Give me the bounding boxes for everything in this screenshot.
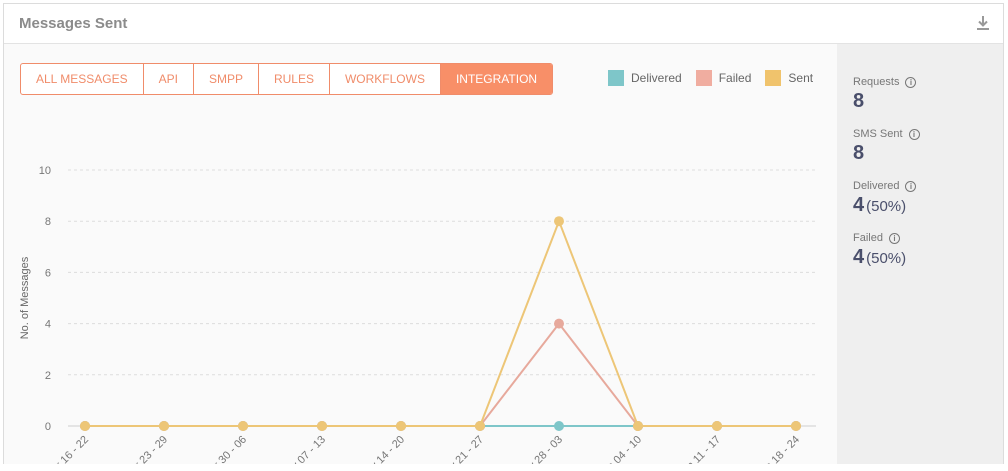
y-tick-label: 4 <box>45 319 51 331</box>
chart-legend: Delivered Failed Sent <box>608 70 813 86</box>
data-point-sent <box>80 421 90 431</box>
data-point-sent <box>238 421 248 431</box>
data-point-sent <box>554 216 564 227</box>
data-point-failed <box>554 318 564 329</box>
x-tick-label: Jun 18 - 24 <box>755 434 802 464</box>
stats-panel <box>837 44 1003 464</box>
data-point-sent <box>159 421 169 431</box>
stat-failed-label: Failed <box>853 232 883 244</box>
tab-api[interactable]: API <box>144 64 194 94</box>
stat-requests-value: 8 <box>853 90 865 112</box>
x-tick-label: Apr 16 - 22 <box>44 434 91 464</box>
x-tick-label: May 28 - 03 <box>516 434 566 464</box>
tab-all-messages[interactable]: ALL MESSAGES <box>21 64 144 94</box>
y-tick-label: 10 <box>39 165 51 177</box>
download-icon[interactable] <box>975 14 991 32</box>
data-point-sent <box>791 421 801 431</box>
stat-failed-percent: (50%) <box>866 250 907 267</box>
legend-swatch-failed <box>695 70 712 86</box>
legend-label-sent: Sent <box>788 71 814 85</box>
legend-label-delivered: Delivered <box>631 71 682 85</box>
x-tick-label: May 07 - 13 <box>279 434 329 464</box>
data-point-sent <box>475 421 485 431</box>
stat-delivered-label: Delivered <box>853 180 900 192</box>
y-tick-label: 0 <box>45 421 51 433</box>
tab-integration[interactable]: INTEGRATION <box>440 64 553 94</box>
stat-sms-sent: SMS Sent i 8 <box>853 128 920 165</box>
legend-swatch-sent <box>765 70 782 86</box>
stat-failed: Failed i 4 (50%) <box>853 232 906 269</box>
stat-delivered-value: 4 <box>853 194 865 216</box>
series-line-sent <box>85 218 796 427</box>
data-point-sent <box>633 421 643 431</box>
x-tick-label: Jun 04 - 10 <box>597 434 644 464</box>
legend-item-sent[interactable]: Sent <box>765 70 813 86</box>
data-point-sent <box>712 421 722 431</box>
data-point-delivered <box>554 421 564 431</box>
y-tick-label: 6 <box>45 267 51 279</box>
messages-sent-card: Messages Sent ALL MESSAGES API SMPP RULE… <box>3 3 1004 464</box>
legend-item-delivered[interactable]: Delivered <box>608 70 682 86</box>
stat-delivered: Delivered i 4 (50%) <box>853 180 917 217</box>
tab-smpp[interactable]: SMPP <box>194 64 259 94</box>
data-point-sent <box>396 421 406 431</box>
legend-item-failed[interactable]: Failed <box>695 70 752 86</box>
y-axis-label: No. of Messages <box>19 256 31 339</box>
y-tick-label: 8 <box>45 216 51 228</box>
stat-sms-sent-value: 8 <box>853 142 865 164</box>
x-tick-label: Apr 30 - 06 <box>202 434 249 464</box>
stat-sms-sent-label: SMS Sent <box>853 128 903 140</box>
x-tick-label: May 14 - 20 <box>358 434 408 464</box>
stat-delivered-percent: (50%) <box>866 198 907 215</box>
info-icon[interactable]: i <box>905 180 917 192</box>
tab-workflows[interactable]: WORKFLOWS <box>330 64 441 94</box>
info-icon[interactable]: i <box>905 76 917 88</box>
data-point-sent <box>317 421 327 431</box>
stat-requests-label: Requests <box>853 76 900 88</box>
card-header: Messages Sent <box>4 4 1003 44</box>
legend-label-failed: Failed <box>718 71 752 85</box>
info-icon[interactable]: i <box>908 128 920 140</box>
x-tick-label: Apr 23 - 29 <box>123 434 170 464</box>
legend-swatch-delivered <box>608 70 624 86</box>
tab-rules[interactable]: RULES <box>259 64 330 94</box>
stat-requests: Requests i 8 <box>853 76 917 113</box>
y-tick-label: 2 <box>45 370 51 382</box>
chart-panel: ALL MESSAGES API SMPP RULES WORKFLOWS IN… <box>4 44 837 464</box>
x-tick-label: May 21 - 27 <box>437 434 487 464</box>
x-tick-label: Jun 11 - 17 <box>676 434 723 464</box>
stat-failed-value: 4 <box>853 246 865 268</box>
message-type-tabs: ALL MESSAGES API SMPP RULES WORKFLOWS IN… <box>20 63 554 95</box>
info-icon[interactable]: i <box>888 232 900 244</box>
messages-line-chart: 0 2 4 6 8 10 No. of Messages Apr 16 - 22 Apr 23 … <box>19 165 816 464</box>
card-title: Messages Sent <box>19 15 128 32</box>
